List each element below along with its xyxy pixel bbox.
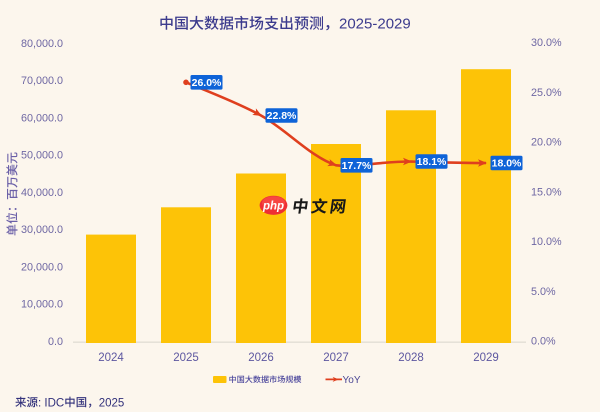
svg-text:2026: 2026 (248, 352, 274, 364)
svg-text:2027: 2027 (323, 352, 349, 364)
svg-text:22.8%: 22.8% (267, 110, 297, 122)
svg-text:80,000.0: 80,000.0 (21, 38, 63, 50)
svg-text:2025-2029: 2025-2029 (339, 16, 411, 33)
svg-text:40,000.0: 40,000.0 (21, 187, 63, 199)
svg-text:26.0%: 26.0% (192, 77, 222, 89)
svg-text:25.0%: 25.0% (531, 87, 562, 99)
svg-text:70,000.0: 70,000.0 (21, 75, 63, 87)
svg-text:30.0%: 30.0% (531, 37, 562, 49)
svg-text:0.0: 0.0 (48, 336, 63, 348)
svg-text:5.0%: 5.0% (531, 286, 556, 298)
svg-text:50,000.0: 50,000.0 (21, 150, 63, 162)
svg-text:18.1%: 18.1% (417, 156, 447, 168)
svg-text:YoY: YoY (343, 375, 361, 386)
svg-text:2025: 2025 (99, 397, 125, 409)
svg-text:0.0%: 0.0% (531, 336, 556, 348)
svg-text:2024: 2024 (98, 352, 124, 364)
svg-text:php: php (262, 201, 284, 213)
svg-text:10.0%: 10.0% (531, 236, 562, 248)
svg-text:: IDC: : IDC (38, 397, 64, 409)
svg-text:2029: 2029 (473, 352, 499, 364)
svg-text:15.0%: 15.0% (531, 186, 562, 198)
svg-text:20,000.0: 20,000.0 (21, 261, 63, 273)
svg-text:10,000.0: 10,000.0 (21, 299, 63, 311)
svg-text:18.0%: 18.0% (492, 158, 522, 170)
svg-text:30,000.0: 30,000.0 (21, 224, 63, 236)
svg-text:2028: 2028 (398, 352, 424, 364)
svg-text:17.7%: 17.7% (342, 160, 372, 172)
svg-text:20.0%: 20.0% (531, 137, 562, 149)
svg-text:60,000.0: 60,000.0 (21, 112, 63, 124)
svg-text:2025: 2025 (173, 352, 199, 364)
